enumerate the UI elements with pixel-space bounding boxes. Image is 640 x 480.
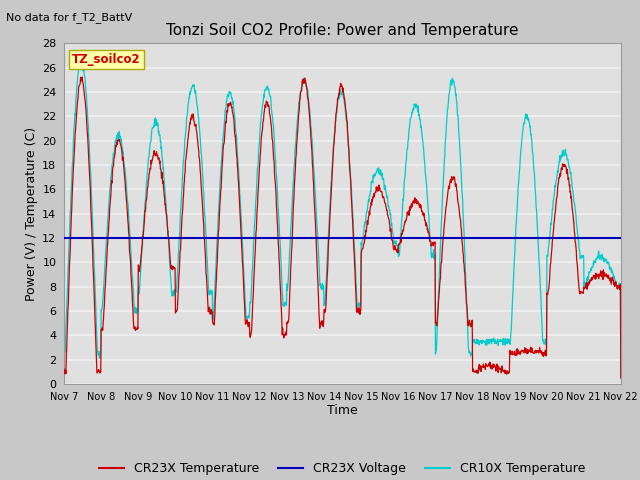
Text: No data for f_T2_BattV: No data for f_T2_BattV (6, 12, 132, 23)
Title: Tonzi Soil CO2 Profile: Power and Temperature: Tonzi Soil CO2 Profile: Power and Temper… (166, 23, 518, 38)
Text: TZ_soilco2: TZ_soilco2 (72, 53, 141, 66)
Legend: CR23X Temperature, CR23X Voltage, CR10X Temperature: CR23X Temperature, CR23X Voltage, CR10X … (94, 457, 590, 480)
Y-axis label: Power (V) / Temperature (C): Power (V) / Temperature (C) (25, 127, 38, 300)
X-axis label: Time: Time (327, 405, 358, 418)
